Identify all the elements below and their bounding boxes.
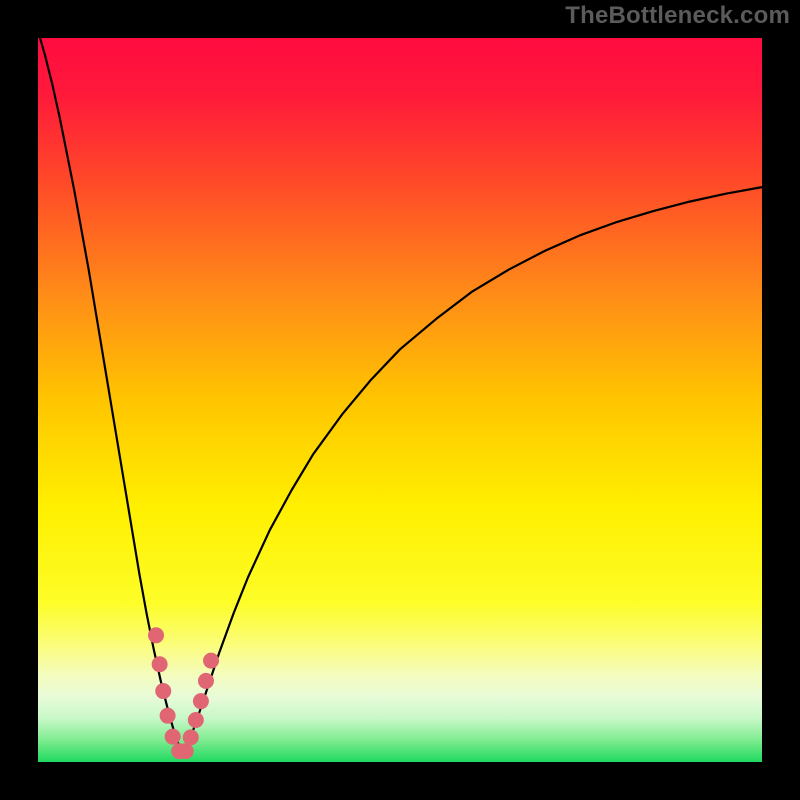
marker-dot — [203, 653, 219, 669]
marker-dot — [198, 673, 214, 689]
chart-container: TheBottleneck.com — [0, 0, 800, 800]
gradient-fill — [38, 38, 762, 762]
marker-dot — [178, 743, 194, 759]
gradient-background — [38, 38, 762, 762]
border-bottom — [0, 762, 800, 800]
marker-dot — [183, 729, 199, 745]
border-left — [0, 0, 38, 800]
watermark-text: TheBottleneck.com — [565, 2, 790, 30]
marker-dot — [165, 729, 181, 745]
marker-dot — [148, 627, 164, 643]
bottleneck-chart — [0, 0, 800, 800]
marker-dot — [155, 683, 171, 699]
marker-dot — [160, 708, 176, 724]
marker-dot — [188, 712, 204, 728]
marker-dot — [193, 693, 209, 709]
border-right — [762, 0, 800, 800]
marker-dot — [152, 656, 168, 672]
